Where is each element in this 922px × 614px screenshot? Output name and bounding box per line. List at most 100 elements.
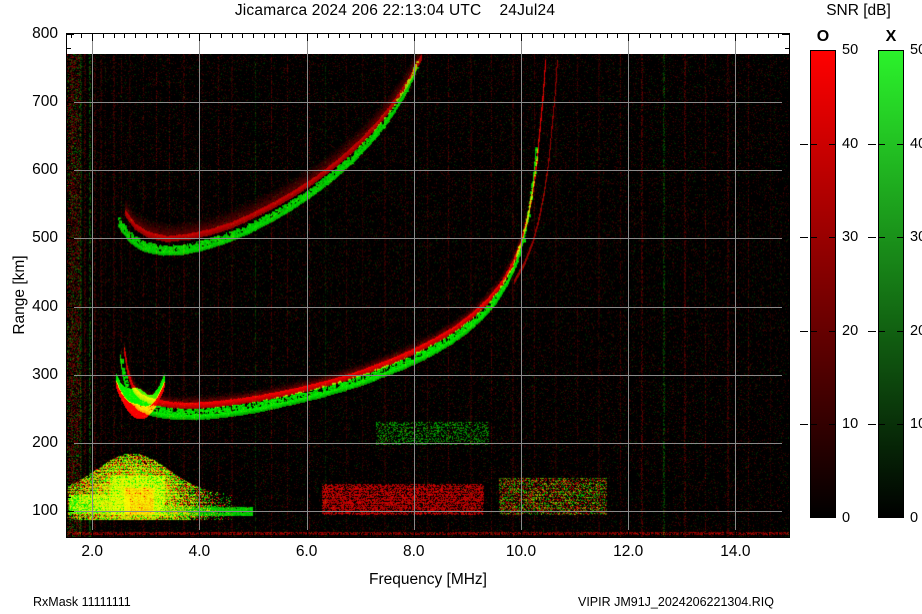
colorbar-o-tick-10 [810, 424, 817, 425]
x-tick-minor-bottom [510, 533, 511, 537]
x-tick-minor-top [435, 34, 436, 38]
y-tick-minor-left [67, 388, 71, 389]
x-tick-label-4.0: 4.0 [189, 543, 211, 561]
x-tick-minor-bottom [114, 533, 115, 537]
x-tick-label-2.0: 2.0 [81, 543, 103, 561]
x-tick-minor-top [349, 34, 350, 38]
y-tick-minor-left [67, 116, 71, 117]
x-tick-minor-bottom [392, 533, 393, 537]
colorbar-o-outer-tick-10 [800, 424, 808, 425]
x-tick-minor-bottom [221, 533, 222, 537]
x-tick-minor-bottom [489, 533, 490, 537]
x-tick-minor-bottom [671, 533, 672, 537]
x-tick-minor-top [725, 34, 726, 38]
plot-area[interactable] [66, 33, 790, 538]
x-tick-minor-bottom [210, 533, 211, 537]
y-tick-major-left-5 [67, 170, 74, 171]
y-tick-minor-right [785, 225, 789, 226]
y-tick-minor-right [785, 293, 789, 294]
x-tick-minor-top [178, 34, 179, 38]
x-tick-major-bottom-5 [628, 530, 629, 537]
x-tick-minor-bottom [757, 533, 758, 537]
colorbar-o-tick-right-10 [829, 424, 836, 425]
x-tick-minor-top [425, 34, 426, 38]
x-tick-minor-bottom [242, 533, 243, 537]
y-tick-minor-left [67, 61, 71, 62]
colorbar-o-mode[interactable] [810, 50, 836, 518]
y-tick-label-200: 200 [32, 434, 58, 452]
x-tick-major-top-1 [199, 34, 200, 41]
x-tick-label-8.0: 8.0 [403, 543, 425, 561]
colorbar-x-label-0: 0 [910, 510, 918, 526]
x-tick-minor-bottom [617, 533, 618, 537]
colorbar-x-tick-20 [878, 331, 885, 332]
x-tick-minor-top [650, 34, 651, 38]
y-tick-minor-left [67, 198, 71, 199]
y-axis-tick-labels: 100 200 300 400 500 600 700 800 [0, 0, 62, 614]
x-tick-minor-top [768, 34, 769, 38]
x-tick-minor-top [285, 34, 286, 38]
colorbar-o-tick-right-40 [829, 144, 836, 145]
y-tick-minor-right [785, 198, 789, 199]
y-tick-minor-right [785, 211, 789, 212]
x-tick-major-bottom-1 [199, 530, 200, 537]
x-tick-minor-bottom [532, 533, 533, 537]
y-tick-minor-left [67, 129, 71, 130]
x-tick-minor-bottom [167, 533, 168, 537]
y-tick-minor-left [67, 416, 71, 417]
x-tick-minor-top [167, 34, 168, 38]
colorbar-o-label-40: 40 [842, 136, 858, 152]
x-tick-minor-bottom [285, 533, 286, 537]
colorbar-x-tick-40 [878, 144, 885, 145]
page-title: Jicamarca 2024 206 22:13:04 UTC 24Jul24 [0, 2, 790, 20]
colorbar-x-tick-30 [878, 237, 885, 238]
y-tick-major-left-0 [67, 511, 74, 512]
colorbar-x-mode[interactable] [878, 50, 904, 518]
x-tick-minor-top [542, 34, 543, 38]
y-tick-minor-left [67, 320, 71, 321]
x-tick-minor-top [789, 34, 790, 38]
x-tick-minor-bottom [103, 533, 104, 537]
y-tick-minor-right [785, 388, 789, 389]
x-tick-minor-bottom [232, 533, 233, 537]
x-tick-major-bottom-3 [414, 530, 415, 537]
x-tick-minor-top [714, 34, 715, 38]
x-tick-minor-bottom [585, 533, 586, 537]
x-tick-minor-top [596, 34, 597, 38]
x-tick-minor-top [210, 34, 211, 38]
colorbar-x-label-50: 50 [910, 42, 922, 58]
x-tick-minor-bottom [71, 533, 72, 537]
y-tick-minor-right [785, 525, 789, 526]
colorbar-x-outer-tick-30 [868, 237, 876, 238]
x-tick-minor-top [585, 34, 586, 38]
x-tick-minor-top [242, 34, 243, 38]
x-tick-minor-top [671, 34, 672, 38]
y-tick-label-100: 100 [32, 502, 58, 520]
y-tick-minor-left [67, 48, 71, 49]
x-tick-major-bottom-2 [307, 530, 308, 537]
y-tick-minor-left [67, 157, 71, 158]
x-tick-minor-bottom [703, 533, 704, 537]
x-tick-minor-top [232, 34, 233, 38]
x-tick-minor-top [478, 34, 479, 38]
colorbar-o-label-20: 20 [842, 323, 858, 339]
y-tick-minor-left [67, 525, 71, 526]
y-tick-label-400: 400 [32, 298, 58, 316]
x-tick-minor-bottom [660, 533, 661, 537]
y-tick-major-left-1 [67, 443, 74, 444]
colorbar-o-label-30: 30 [842, 229, 858, 245]
colorbar-o-label-0: 0 [842, 510, 850, 526]
x-tick-minor-bottom [778, 533, 779, 537]
x-tick-minor-top [81, 34, 82, 38]
x-tick-major-top-3 [414, 34, 415, 41]
y-tick-minor-right [785, 416, 789, 417]
x-tick-minor-top [553, 34, 554, 38]
x-tick-minor-bottom [371, 533, 372, 537]
colorbar-o-tick-right-30 [829, 237, 836, 238]
x-tick-minor-top [157, 34, 158, 38]
x-tick-minor-bottom [768, 533, 769, 537]
y-tick-label-600: 600 [32, 161, 58, 179]
x-tick-minor-top [500, 34, 501, 38]
x-tick-minor-top [703, 34, 704, 38]
y-tick-minor-right [785, 252, 789, 253]
